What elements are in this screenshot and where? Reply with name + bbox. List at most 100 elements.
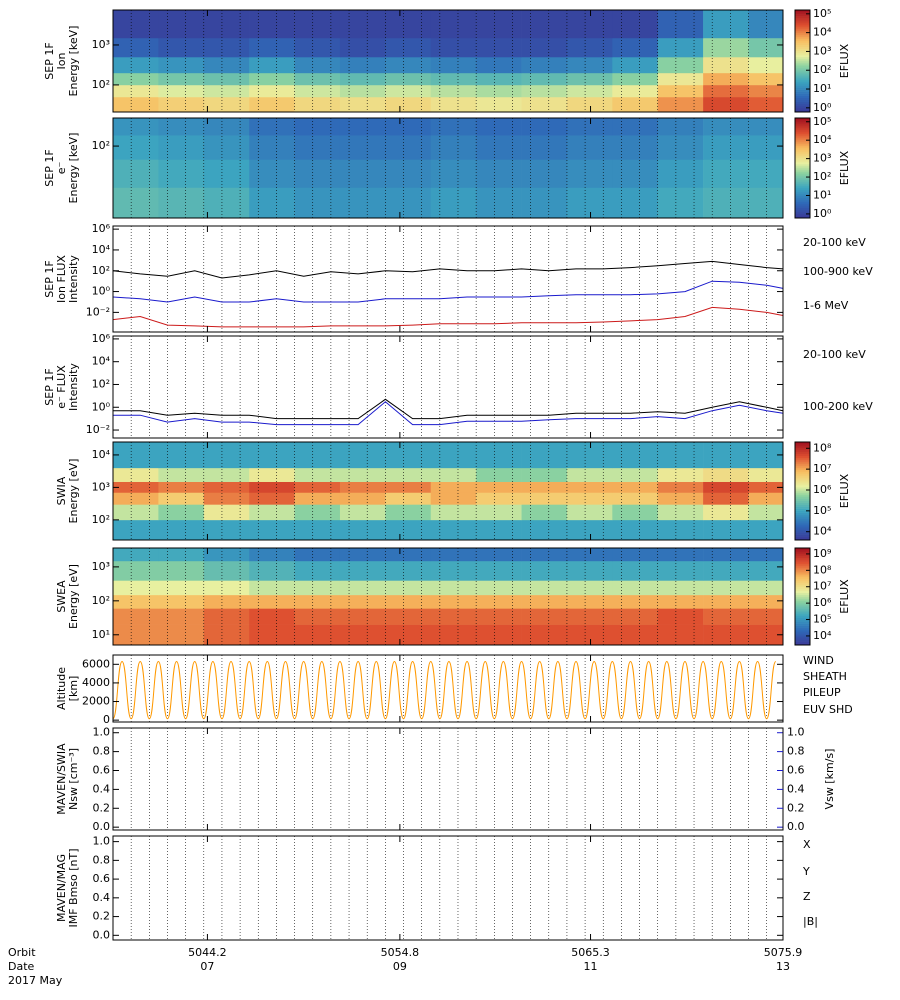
colorbar-cell [795,206,810,209]
colorbar-cell [795,32,810,35]
colorbar-cell [795,528,810,531]
spectrogram-cell [113,492,159,505]
spectrogram-cell [748,187,784,219]
spectrogram-cell [430,135,477,160]
spectrogram-cell [612,608,659,625]
spectrogram-cell [476,187,522,219]
colorbar-cell [795,61,810,64]
legend-entry: Y [802,865,810,878]
spectrogram-cell [385,84,432,98]
spectrogram-cell [657,84,704,98]
y-tick-label: 6000 [82,657,110,670]
colorbar-cell [795,69,810,72]
spectrogram-cell [113,608,159,625]
spectrogram-cell [476,594,522,609]
colorbar-cell [795,164,810,167]
colorbar-cell [795,627,810,630]
colorbar-cell [795,512,810,515]
colorbar-cell [795,124,810,127]
colorbar-cell [795,491,810,494]
spectrogram-cell [113,84,159,98]
y-tick-label: 10⁶ [92,332,111,345]
spectrogram-cell [612,187,659,219]
spectrogram-cell [113,481,159,493]
colorbar-cell [795,136,810,139]
spectrogram-cell [294,548,341,562]
colorbar-cell [795,594,810,597]
spectrogram-cell [158,504,205,521]
colorbar-cell [795,532,810,535]
spectrogram-cell [158,159,205,188]
colorbar-cell [795,467,810,470]
colorbar-cell [795,71,810,74]
spectrogram-cell [476,118,522,136]
colorbar-cell [795,459,810,462]
spectrogram-cell [113,548,159,562]
colorbar-cell [795,461,810,464]
colorbar-cell [795,596,810,599]
y-tick-label: 10⁻² [86,305,110,318]
colorbar-cell [795,79,810,82]
y-tick-label: 10² [92,513,110,526]
flux-line [112,306,784,328]
y-tick-label: 10³ [92,38,110,51]
colorbar-cell [795,506,810,509]
colorbar-label: EFLUX [838,579,851,614]
spectrogram-cell [113,442,159,469]
y2-tick-label: 1.0 [787,726,805,739]
colorbar-cell [795,20,810,23]
colorbar-cell [795,598,810,601]
spectrogram-cell [294,481,341,493]
y-tick-label: 10³ [92,480,110,493]
colorbar-tick-label: 10⁵ [813,504,831,517]
panel-frame [112,654,784,723]
colorbar-cell [795,210,810,213]
spectrogram-cell [385,37,432,58]
colorbar-cell [795,122,810,125]
spectrogram-cell [430,118,477,136]
colorbar-cell [795,150,810,153]
spectrogram-cell [249,442,295,469]
spectrogram-cell [612,56,659,74]
y-axis-label: Ion FLUX [55,255,68,303]
spectrogram-cell [430,159,477,188]
colorbar-cell [795,50,810,54]
spectrogram-cell [703,594,749,609]
colorbar-cell [795,612,810,615]
colorbar-frame [794,441,811,541]
x-axis-label: 2017 May [8,974,63,987]
spectrogram-cell [612,84,659,98]
spectrogram-cell [249,96,295,113]
spectrogram-cell [748,624,784,646]
colorbar-cell [795,502,810,506]
spectrogram-cell [612,624,659,646]
colorbar-cell [795,170,810,173]
spectrogram-cell [657,608,704,625]
spectrogram-cell [249,504,295,521]
legend-entry: SHEATH [803,670,847,683]
spectrogram-cell [657,96,704,113]
colorbar-cell [795,77,810,80]
colorbar-cell [795,615,810,619]
spectrogram-cell [294,467,341,482]
spectrogram-cell [521,481,568,493]
spectrogram-cell [430,594,477,609]
colorbar-cell [795,538,810,541]
spectrogram-cell [430,504,477,521]
spectrogram-cell [203,624,250,646]
spectrogram-cell [294,187,341,219]
colorbar-cell [795,579,810,582]
colorbar-tick-label: 10⁴ [813,629,832,642]
spectrogram-cell [113,467,159,482]
y2-tick-label: 0.8 [787,745,805,758]
spectrogram-cell [430,492,477,505]
spectrogram-cell [385,72,432,86]
colorbar-cell [795,81,810,84]
y-tick-label: 10³ [92,560,110,573]
spectrogram-cell [158,594,205,609]
spectrogram-cell [476,135,522,160]
spectrogram-cell [612,580,659,596]
colorbar-cell [795,498,810,502]
spectrogram-cell [203,580,250,596]
colorbar-cell [795,54,810,58]
